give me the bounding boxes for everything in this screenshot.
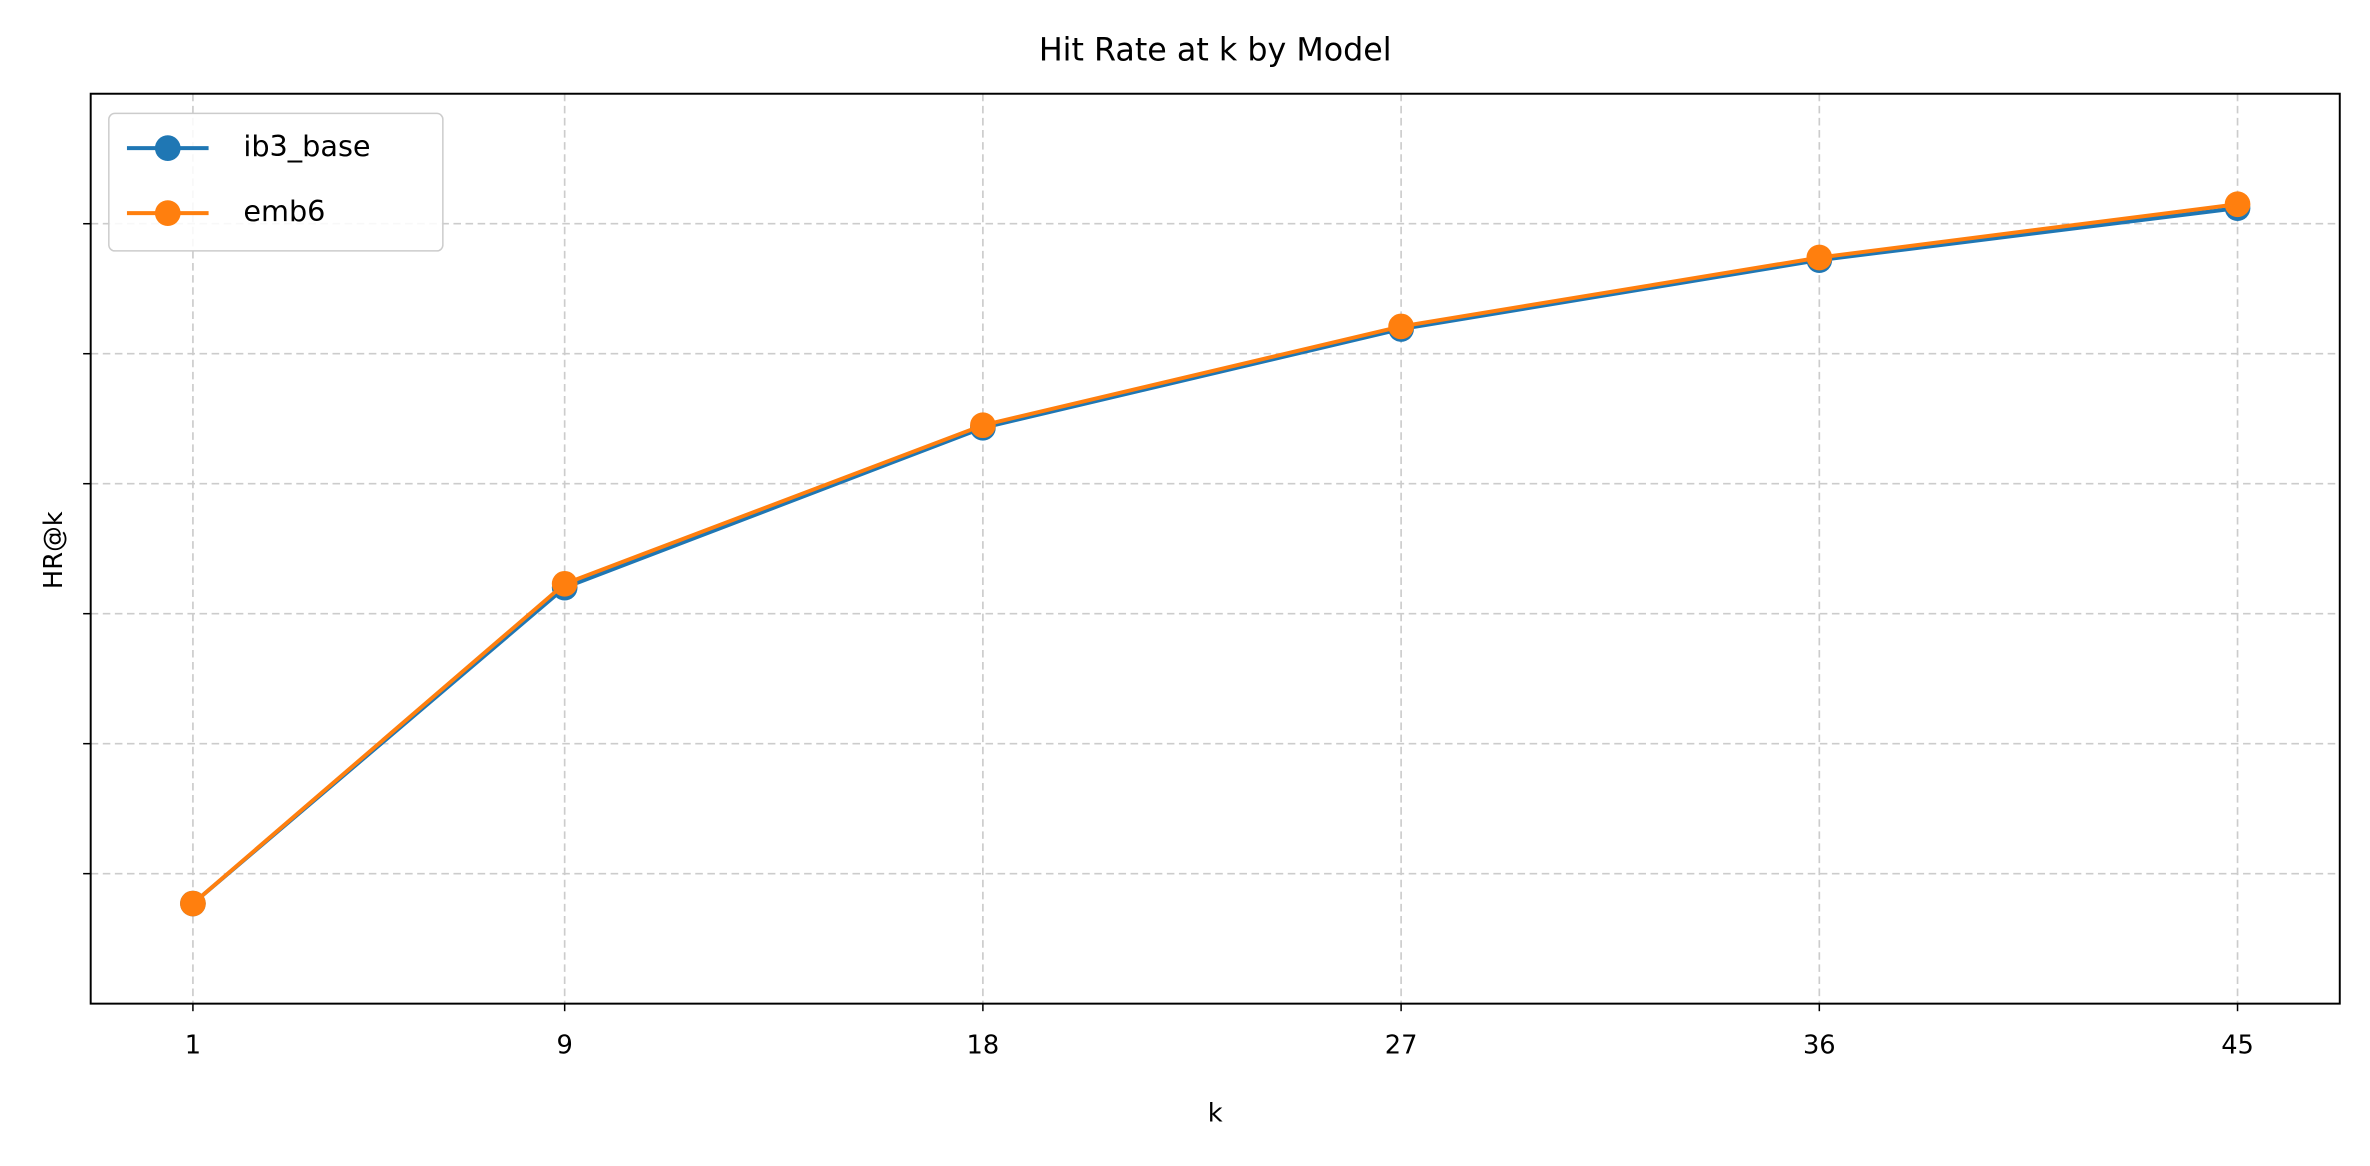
data-point (180, 890, 206, 917)
data-point (551, 570, 578, 597)
y-axis-label: HR@k (39, 511, 69, 589)
data-point (1806, 244, 1833, 271)
x-tick-label: 45 (2221, 1031, 2254, 1061)
series-line (191, 206, 2238, 906)
x-tick-label: 36 (1803, 1031, 1836, 1061)
legend-marker (154, 200, 181, 226)
legend-label: ib3_base (243, 129, 370, 163)
data-point (970, 412, 996, 439)
x-tick-label: 9 (556, 1031, 572, 1061)
x-axis-label: k (1208, 1098, 1223, 1128)
x-tick-label: 18 (967, 1031, 1000, 1061)
data-point (2224, 191, 2251, 218)
legend-marker (154, 135, 181, 161)
legend-label: emb6 (243, 194, 325, 228)
legend: ib3_base emb6 (108, 112, 444, 252)
series-line (191, 202, 2238, 906)
x-tick-label: 27 (1385, 1031, 1418, 1061)
chart-title: Hit Rate at k by Model (1039, 32, 1392, 68)
x-tick-label: 1 (185, 1031, 201, 1061)
data-point (1388, 313, 1414, 340)
axes-frame (89, 92, 2341, 1005)
plot-area: 1 9 18 27 36 45 ib3_base emb6 (83, 93, 2340, 1061)
